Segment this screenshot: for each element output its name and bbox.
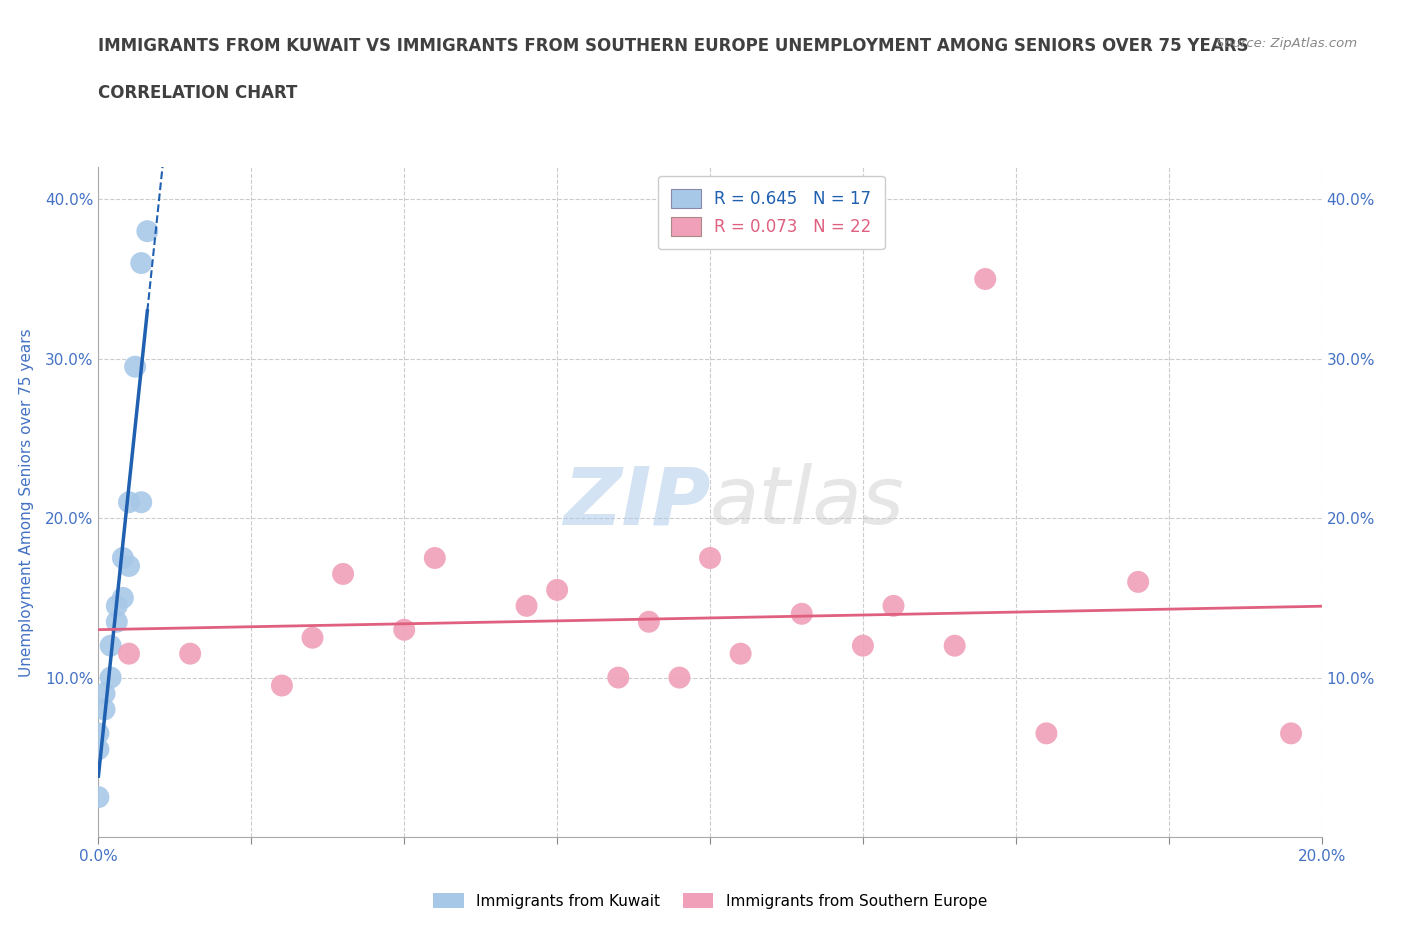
Point (1035, 726, 1057, 741)
Point (111, 591, 134, 605)
Point (392, 622, 416, 637)
Text: IMMIGRANTS FROM KUWAIT VS IMMIGRANTS FROM SOUTHERN EUROPE UNEMPLOYMENT AMONG SEN: IMMIGRANTS FROM KUWAIT VS IMMIGRANTS FRO… (98, 37, 1249, 55)
Point (790, 606, 813, 621)
Point (93, 686, 115, 701)
Point (699, 551, 721, 565)
Point (332, 566, 354, 581)
Point (87, 790, 110, 804)
Point (118, 559, 141, 574)
Point (423, 551, 446, 565)
Point (118, 646, 141, 661)
Point (111, 551, 134, 565)
Point (852, 638, 875, 653)
Point (136, 224, 159, 239)
Point (516, 598, 538, 613)
Point (100, 638, 122, 653)
Text: ZIP: ZIP (562, 463, 710, 541)
Point (105, 598, 128, 613)
Point (87, 726, 110, 741)
Point (607, 671, 630, 685)
Point (124, 359, 146, 374)
Point (105, 615, 128, 630)
Point (943, 638, 966, 653)
Point (730, 646, 752, 661)
Point (1279, 726, 1302, 741)
Point (1128, 575, 1150, 590)
Point (87, 742, 110, 757)
Point (129, 256, 152, 271)
Point (270, 678, 292, 693)
Legend: Immigrants from Kuwait, Immigrants from Southern Europe: Immigrants from Kuwait, Immigrants from … (426, 885, 994, 916)
Point (301, 631, 323, 645)
Point (546, 582, 568, 597)
Text: Source: ZipAtlas.com: Source: ZipAtlas.com (1216, 37, 1357, 50)
Point (179, 646, 201, 661)
Point (637, 615, 661, 630)
Y-axis label: Unemployment Among Seniors over 75 years: Unemployment Among Seniors over 75 years (18, 328, 34, 676)
Point (129, 495, 152, 510)
Point (974, 272, 997, 286)
Text: CORRELATION CHART: CORRELATION CHART (98, 84, 298, 101)
Point (100, 671, 122, 685)
Point (118, 495, 141, 510)
Point (668, 671, 690, 685)
Text: atlas: atlas (710, 463, 905, 541)
Point (883, 598, 905, 613)
Point (93, 702, 115, 717)
